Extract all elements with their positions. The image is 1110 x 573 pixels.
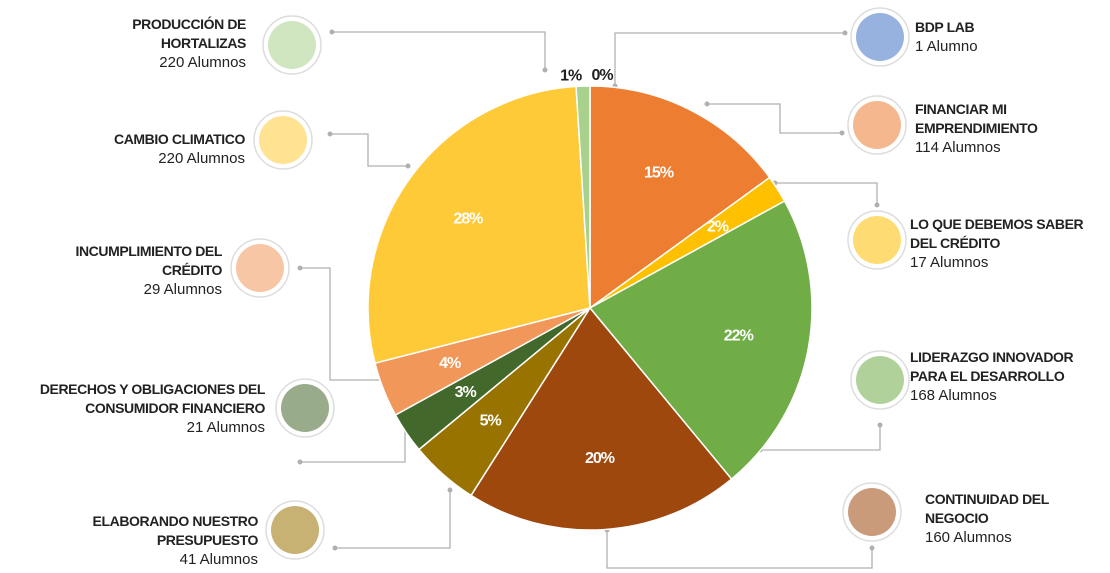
connector (775, 182, 878, 205)
connector (332, 31, 546, 70)
connector-dot (869, 545, 875, 551)
slice-label: 4% (439, 355, 461, 372)
icon (236, 244, 284, 292)
category-count: 220 Alumnos (159, 54, 246, 71)
icon (281, 384, 329, 432)
category-label: FINANCIAR MI EMPRENDIMIENTO 114 Alumnos (915, 100, 1090, 157)
category-name: LO QUE DEBEMOS SABER DEL CRÉDITO (910, 216, 1084, 251)
category-count: 168 Alumnos (910, 387, 997, 404)
category-label: LIDERAZGO INNOVADOR PARA EL DESARROLLO 16… (910, 348, 1105, 405)
category-count: 1 Alumno (915, 38, 978, 55)
connector-dot (297, 265, 303, 271)
category-count: 17 Alumnos (910, 254, 989, 271)
connector (330, 133, 408, 167)
connector-dot (874, 202, 880, 208)
slice-label: 28% (453, 210, 483, 227)
icon (271, 506, 319, 554)
slice-label: 22% (724, 328, 754, 345)
pie-slice (575, 85, 591, 309)
icon (853, 216, 901, 264)
category-count: 114 Alumnos (915, 139, 1001, 156)
category-label: INCUMPLIMIENTO DEL CRÉDITO 29 Alumnos (40, 242, 222, 299)
slice-label: 15% (644, 165, 674, 182)
category-label: CAMBIO CLIMATICO 220 Alumnos (30, 130, 245, 168)
category-label: BDP LAB 1 Alumno (915, 18, 1105, 56)
connector (300, 267, 385, 381)
icon (853, 101, 901, 149)
slice-label: 1% (560, 67, 582, 84)
category-count: 29 Alumnos (143, 281, 222, 298)
pie-slice (470, 306, 733, 531)
slice-label: 5% (480, 412, 502, 429)
connector-dot (329, 29, 335, 35)
category-name: LIDERAZGO INNOVADOR PARA EL DESARROLLO (910, 349, 1074, 384)
connector-dot (405, 163, 411, 169)
connector-dot (704, 101, 710, 107)
connector (707, 103, 842, 134)
category-name: DERECHOS Y OBLIGACIONES DEL CONSUMIDOR F… (39, 381, 266, 416)
category-label: PRODUCCIÓN DE HORTALIZAS 220 Alumnos (60, 15, 246, 72)
connector (760, 425, 881, 451)
category-name: PRODUCCIÓN DE HORTALIZAS (132, 16, 246, 51)
icon (856, 356, 904, 404)
pie-slice (588, 200, 813, 481)
slice-label: 0% (591, 67, 613, 84)
icon (268, 21, 316, 69)
category-label: CONTINUIDAD DEL NEGOCIO 160 Alumnos (925, 490, 1095, 547)
category-count: 160 Alumnos (925, 529, 1012, 546)
connector-dot (327, 131, 333, 137)
connector-dot (332, 545, 338, 551)
connector-dot (842, 30, 848, 36)
icon (848, 488, 896, 536)
connector (606, 530, 873, 569)
slice-label: 3% (455, 384, 477, 401)
category-label: ELABORANDO NUESTRO PRESUPUESTO 41 Alumnos (28, 512, 259, 569)
connector-dot (877, 422, 883, 428)
category-count: 220 Alumnos (158, 150, 245, 167)
connector (335, 490, 451, 549)
category-label: LO QUE DEBEMOS SABER DEL CRÉDITO 17 Alumn… (910, 215, 1095, 272)
category-name: INCUMPLIMIENTO DEL CRÉDITO (75, 243, 222, 278)
pie-slice (367, 85, 591, 365)
icon (856, 13, 904, 61)
connector (614, 32, 845, 86)
icon (259, 116, 307, 164)
connector-dot (447, 487, 453, 493)
slice-label: 2% (707, 218, 729, 235)
category-count: 21 Alumnos (186, 419, 265, 436)
category-name: BDP LAB (915, 19, 975, 35)
pie-slice (589, 85, 771, 310)
connector-dot (542, 67, 548, 73)
connector-dot (297, 459, 303, 465)
category-name: ELABORANDO NUESTRO PRESUPUESTO (92, 513, 259, 548)
category-name: CONTINUIDAD DEL NEGOCIO (925, 491, 1049, 526)
category-name: CAMBIO CLIMATICO (114, 131, 245, 147)
connector-dot (839, 130, 845, 136)
category-count: 41 Alumnos (179, 551, 258, 568)
category-label: DERECHOS Y OBLIGACIONES DEL CONSUMIDOR F… (0, 380, 266, 437)
slice-label: 20% (585, 450, 615, 467)
category-name: FINANCIAR MI EMPRENDIMIENTO (915, 101, 1038, 136)
